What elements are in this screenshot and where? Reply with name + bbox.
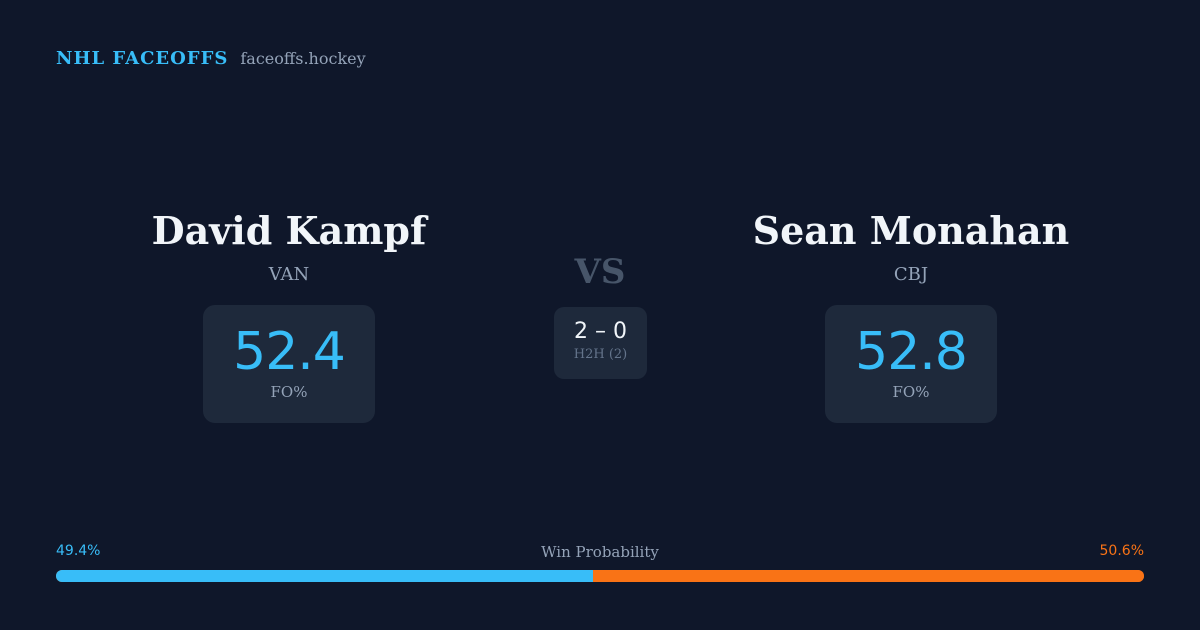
- player-left-fo-label: FO%: [270, 383, 308, 401]
- player-left-fo-pct: 52.4: [233, 322, 346, 382]
- vs-label: VS: [574, 252, 626, 292]
- brand-title: NHL FACEOFFS: [56, 48, 229, 69]
- player-left-team: VAN: [268, 264, 310, 285]
- win-probability-right-value: 50.6%: [1099, 543, 1144, 559]
- win-probability-labels: 49.4% Win Probability 50.6%: [56, 543, 1144, 563]
- player-right-stat-card: 52.8 FO%: [825, 305, 997, 423]
- win-probability-right-fill: [593, 570, 1144, 582]
- win-probability-title: Win Probability: [541, 543, 659, 561]
- player-left-stat-card: 52.4 FO%: [203, 305, 375, 423]
- player-right: Sean Monahan CBJ 52.8 FO%: [661, 205, 1161, 423]
- win-probability-left-fill: [56, 570, 594, 582]
- brand-header: NHL FACEOFFS faceoffs.hockey: [56, 48, 366, 69]
- player-right-team: CBJ: [893, 264, 929, 285]
- brand-domain: faceoffs.hockey: [240, 49, 366, 68]
- player-right-name: Sean Monahan: [752, 208, 1070, 253]
- h2h-score: 2 – 0: [574, 319, 627, 344]
- player-right-fo-pct: 52.8: [855, 322, 968, 382]
- win-probability-left-value: 49.4%: [56, 543, 101, 559]
- player-right-fo-label: FO%: [892, 383, 930, 401]
- h2h-label: H2H (2): [573, 347, 628, 362]
- player-left: David Kampf VAN 52.4 FO%: [39, 205, 539, 423]
- win-probability-bar: [56, 570, 1144, 582]
- h2h-card: 2 – 0 H2H (2): [554, 307, 647, 379]
- player-left-name: David Kampf: [151, 208, 427, 253]
